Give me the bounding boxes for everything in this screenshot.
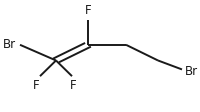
Text: Br: Br (3, 38, 16, 51)
Text: Br: Br (185, 65, 198, 78)
Text: F: F (33, 79, 39, 92)
Text: F: F (70, 79, 76, 92)
Text: F: F (85, 4, 91, 17)
